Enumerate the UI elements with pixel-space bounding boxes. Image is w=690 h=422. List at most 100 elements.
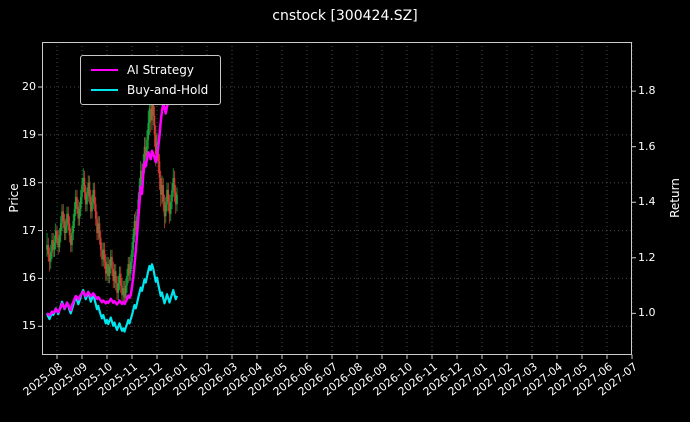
candle-body <box>48 254 51 262</box>
candle-body <box>143 146 146 164</box>
candle <box>134 211 137 238</box>
candle <box>47 237 50 262</box>
candle <box>117 276 120 300</box>
candle <box>49 244 52 269</box>
candle-body <box>117 283 120 293</box>
candle <box>119 266 122 293</box>
legend-label-buy-and-hold: Buy-and-Hold <box>127 83 209 97</box>
candle-body <box>96 218 98 233</box>
candle <box>111 249 113 277</box>
candle-body <box>133 220 136 236</box>
candle-body <box>122 287 125 296</box>
candle <box>89 189 92 219</box>
candle-body <box>81 185 83 198</box>
candle-body <box>102 249 105 260</box>
candle-body <box>59 223 62 236</box>
legend-item-ai-strategy: AI Strategy <box>91 63 208 77</box>
candle <box>102 242 105 267</box>
candle <box>63 213 66 241</box>
candle-body <box>174 192 177 205</box>
candle-body <box>52 240 55 250</box>
candle-body <box>147 122 150 140</box>
candle-body <box>109 256 112 267</box>
candle <box>97 216 100 241</box>
candle-body <box>83 177 86 193</box>
candle-body <box>97 223 100 233</box>
candle <box>87 175 90 202</box>
candle <box>127 256 130 284</box>
candle-body <box>106 264 108 274</box>
candle-body <box>123 287 126 298</box>
candle-body <box>53 242 56 250</box>
candle <box>107 256 110 284</box>
candle-body <box>129 261 132 274</box>
candle <box>168 194 171 224</box>
candle-body <box>173 177 176 193</box>
legend-item-buy-and-hold: Buy-and-Hold <box>91 83 208 97</box>
candle-body <box>68 223 71 236</box>
tick-marks <box>38 86 636 359</box>
candle <box>86 187 88 212</box>
candle <box>66 206 68 233</box>
candle <box>106 256 108 281</box>
candle-body <box>49 252 52 262</box>
candle-body <box>172 177 175 190</box>
candle <box>52 232 55 257</box>
ai-strategy-line-swatch <box>91 69 118 71</box>
candle <box>131 242 133 269</box>
candle <box>61 204 63 231</box>
candle <box>72 213 75 241</box>
candle <box>128 256 131 281</box>
price-tick-label: 17 <box>22 223 36 237</box>
candle-body <box>107 264 110 277</box>
candle-body <box>113 271 116 281</box>
candle <box>69 228 72 253</box>
candle-body <box>169 201 172 214</box>
candle <box>174 185 177 214</box>
candle-body <box>124 285 127 298</box>
candle-body <box>47 244 50 255</box>
candle-body <box>89 197 92 212</box>
candle <box>98 216 101 245</box>
candle <box>54 223 57 250</box>
candle-body <box>57 237 60 248</box>
candle-body <box>92 189 95 202</box>
candle <box>76 189 78 214</box>
candle-body <box>99 237 102 250</box>
candle-body <box>168 201 171 214</box>
ai-strategy-line <box>46 99 171 317</box>
candle <box>94 197 97 226</box>
price-tick-label: 20 <box>22 79 36 93</box>
candle-body <box>131 249 133 262</box>
candle <box>104 254 107 281</box>
candle-body <box>112 268 115 281</box>
candle <box>167 182 170 212</box>
candle-body <box>151 103 153 121</box>
price-tick-label: 15 <box>22 319 36 333</box>
candle <box>162 177 165 212</box>
candle <box>166 182 168 212</box>
price-tick-label: 19 <box>22 127 36 141</box>
candle-body <box>159 177 162 195</box>
candle-body <box>74 197 77 210</box>
candle-body <box>91 201 93 212</box>
candle <box>83 170 86 200</box>
candle <box>56 225 58 245</box>
candle <box>82 168 85 193</box>
candle-body <box>148 108 151 123</box>
candle-body <box>73 209 76 221</box>
candle <box>84 185 87 212</box>
candle <box>103 242 106 269</box>
return-tick-label: 1.0 <box>638 306 656 320</box>
candle <box>164 197 167 224</box>
candle <box>46 232 48 257</box>
candle-body <box>63 220 66 233</box>
candle-body <box>51 240 53 253</box>
return-tick-label: 1.6 <box>638 139 656 153</box>
candle-body <box>158 161 161 178</box>
candle-body <box>101 249 103 260</box>
candle-body <box>88 182 91 198</box>
candle-body <box>94 204 97 219</box>
plot-border <box>42 42 632 355</box>
price-tick-label: 18 <box>22 175 36 189</box>
